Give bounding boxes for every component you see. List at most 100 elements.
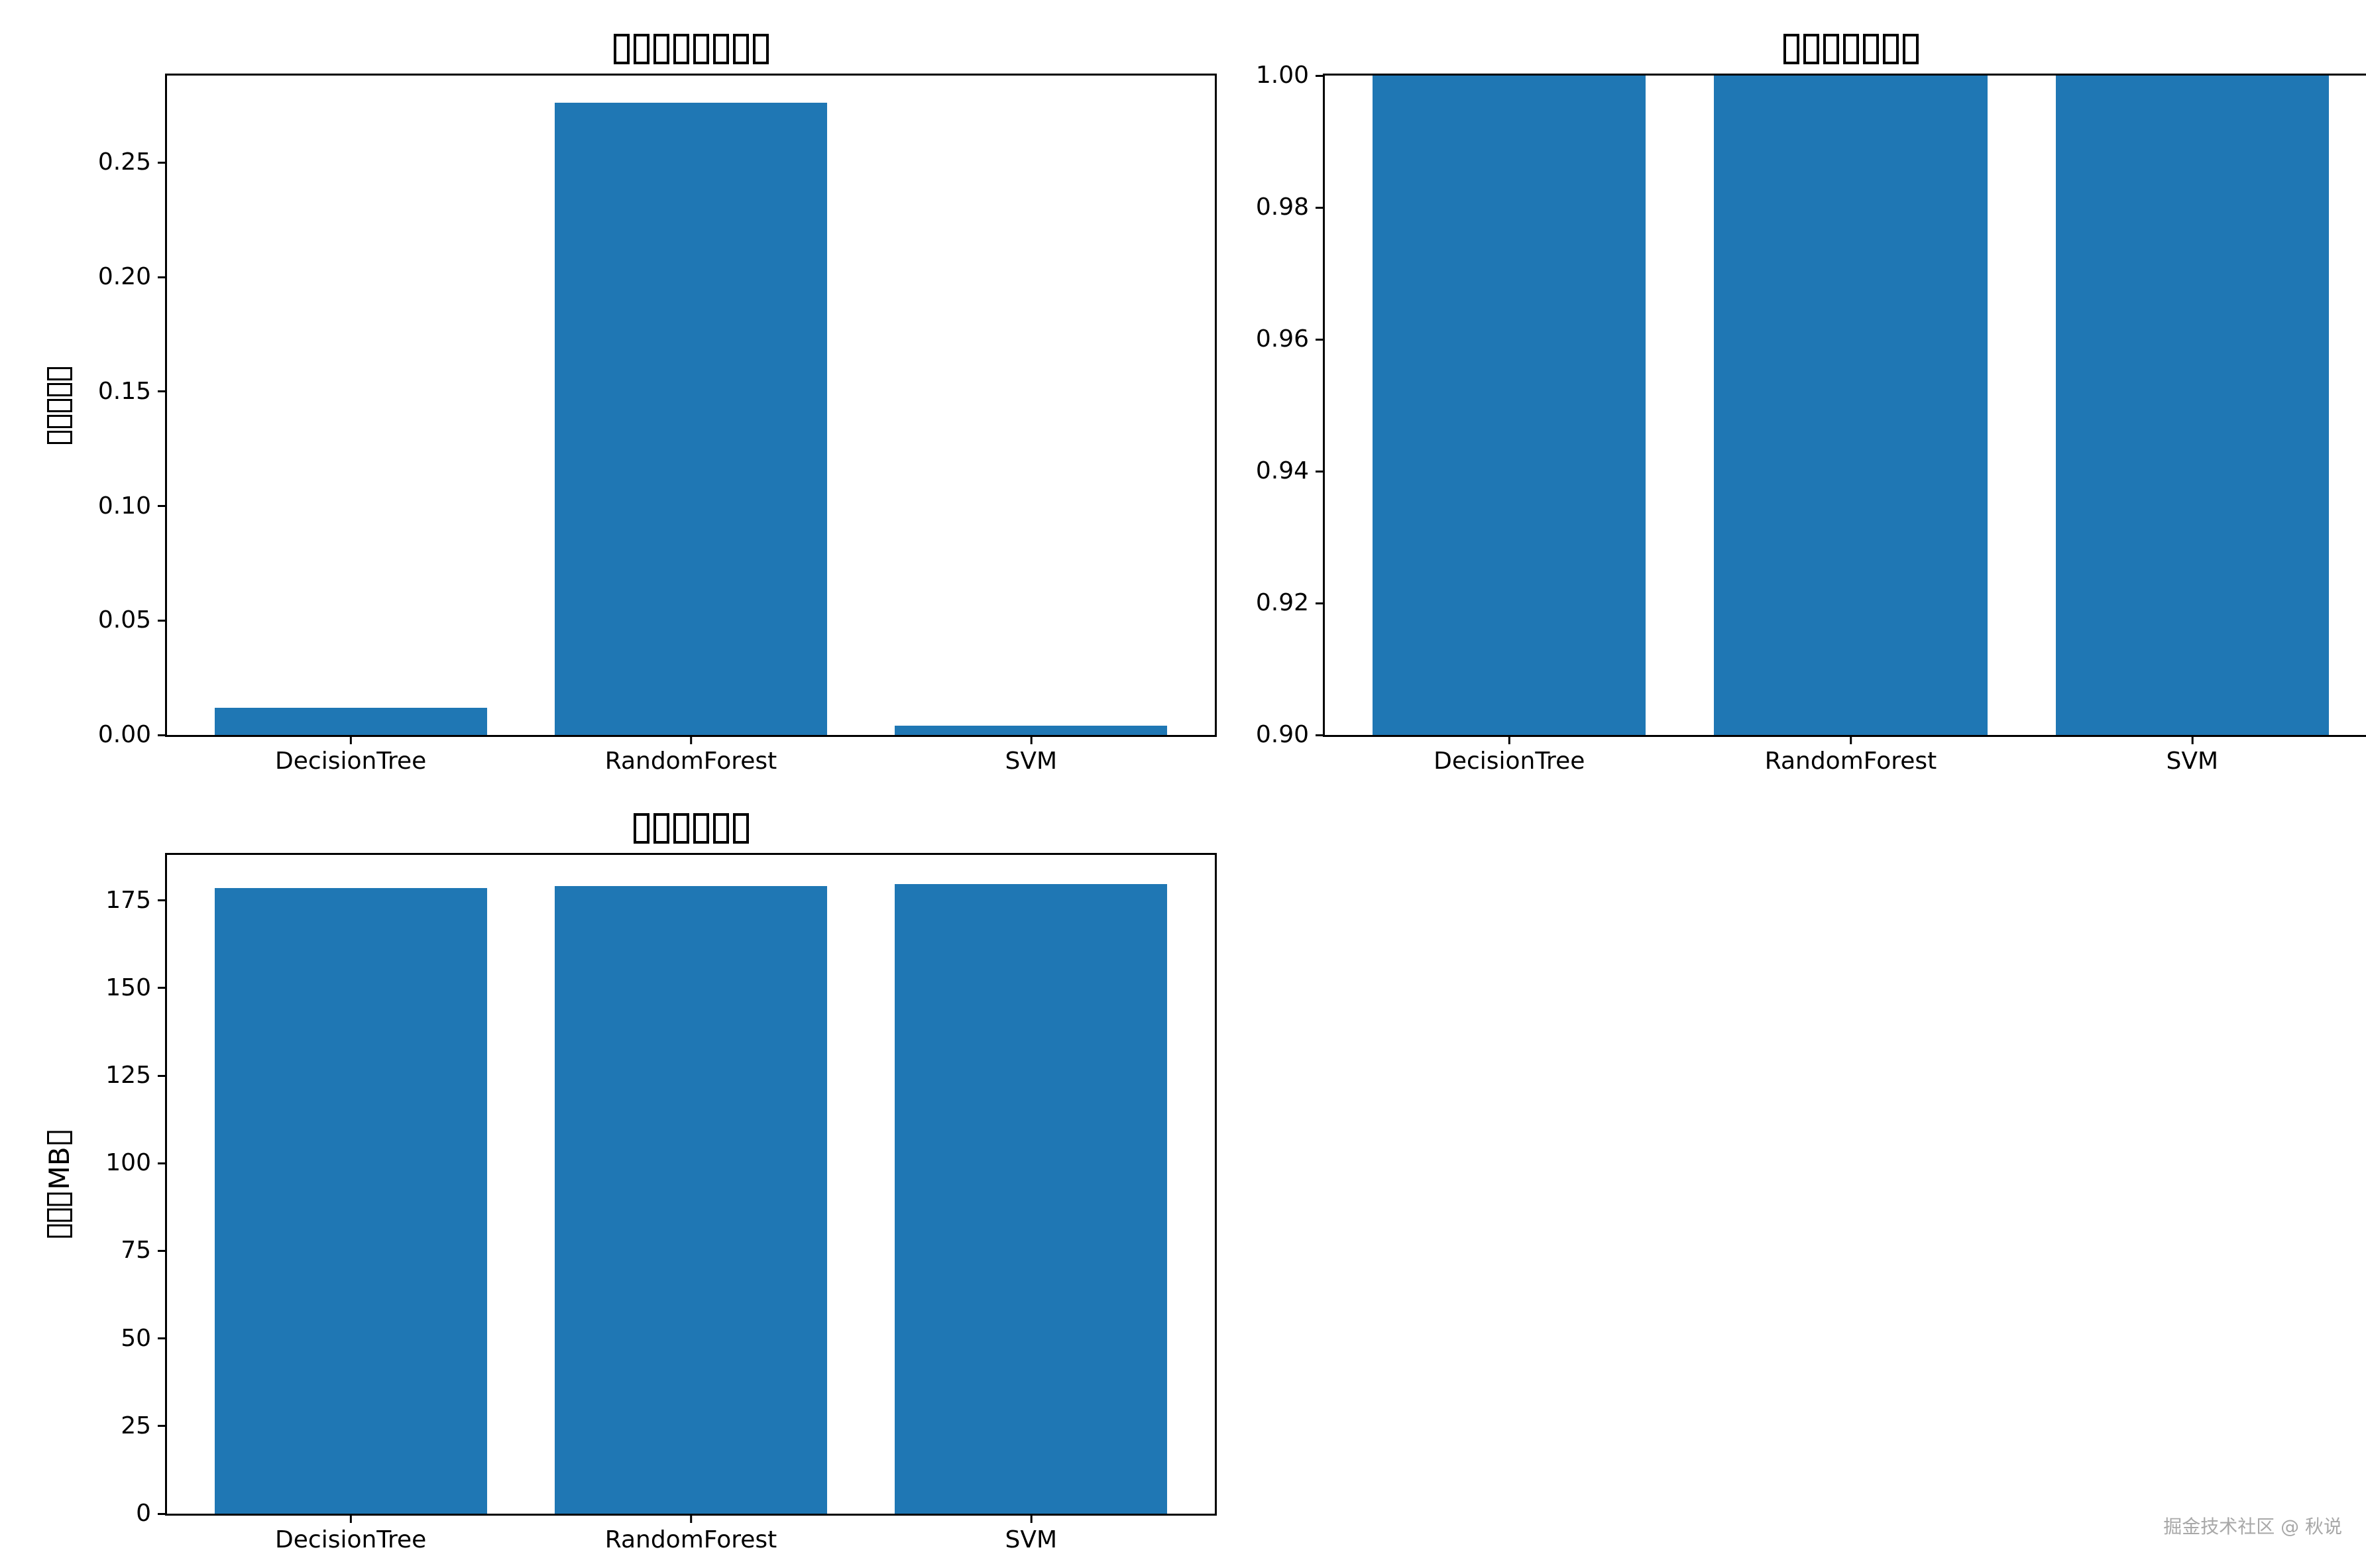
y-tick-label: 0.94 [1255,457,1309,484]
x-tick-mark [1030,735,1033,744]
x-tick-mark [690,735,692,744]
x-tick-mark [1030,1514,1033,1523]
x-tick-mark [1850,735,1852,744]
y-tick-label: 0.00 [97,721,151,748]
plot-area: 0.00 0.05 0.10 0.15 0.20 0.25 DecisionTree Rand… [98,76,1215,773]
y-tick-mark [158,1512,167,1515]
y-tick: 0 [136,1502,167,1526]
missing-glyph-box [47,1224,72,1238]
y-tick-label: 0.05 [97,606,151,634]
chart-memory-usage: MB 0 25 50 75 100 125 150 175 DecisionTree Random… [43,813,1217,1552]
x-tick-label: DecisionTree [275,1526,427,1553]
y-tick-label: 75 [121,1237,151,1264]
x-tick-label: SVM [1005,1526,1058,1553]
y-tick: 0.10 [98,494,167,518]
missing-glyph-box [47,398,72,412]
x-tick: SVM [1005,1514,1058,1553]
y-tick-mark [158,276,167,278]
y-tick-label: 100 [105,1149,151,1177]
x-tick-label: DecisionTree [1434,748,1585,775]
x-tick: DecisionTree [275,735,426,773]
x-tick: SVM [1005,735,1057,773]
y-tick: 0.00 [98,723,167,747]
missing-glyph-box [47,382,72,396]
bar-RandomForest [1714,76,1988,735]
bar-SVM [895,726,1168,735]
x-tick-label: RandomForest [1764,748,1937,775]
missing-glyph-box [732,813,749,844]
y-tick: 0.94 [1256,459,1325,483]
y-axis-label: MB [43,1131,76,1238]
chart-title-tofu [633,813,749,844]
missing-glyph-box [1803,34,1819,64]
bar-SVM [895,884,1168,1514]
y-tick: 0.96 [1256,327,1325,351]
y-tick: 0.25 [98,150,167,174]
missing-glyph-box [752,34,769,64]
y-tick: 125 [105,1064,167,1088]
y-tick-label: 50 [121,1324,151,1352]
missing-glyph-box [1862,34,1879,64]
bar-DecisionTree [1373,76,1646,735]
y-tick-mark [1316,74,1325,77]
y-tick: 175 [105,886,167,914]
missing-glyph-box [47,1192,72,1206]
label-text: MB [43,1147,76,1190]
plot-area: 0 25 50 75 100 125 150 175 DecisionTree RandomFor… [105,855,1215,1552]
y-tick-label: 0.20 [97,263,151,291]
missing-glyph-box [633,813,649,844]
y-tick: 50 [121,1324,167,1352]
x-tick: RandomForest [605,1514,777,1552]
missing-glyph-box [732,34,749,64]
y-tick: 0.15 [97,377,167,405]
missing-glyph-box [673,813,689,844]
missing-glyph-box [653,34,669,64]
x-tick: DecisionTree [1434,735,1585,773]
missing-glyph-box [47,1208,72,1222]
bar-RandomForest [555,103,827,735]
chart-title-tofu [1783,34,1919,64]
y-tick-mark [1316,206,1325,209]
missing-glyph-box [1823,34,1839,64]
y-tick-mark [158,1074,167,1077]
x-tick-mark [2191,735,2194,744]
y-tick-label: 0.25 [97,148,151,176]
missing-glyph-box [673,34,689,64]
x-tick-mark [1508,735,1510,744]
missing-glyph-box [712,34,729,64]
watermark: 掘金技术社区 @ 秋说 [2163,1516,2342,1538]
x-tick-mark [690,1514,692,1523]
y-tick: 0.92 [1256,591,1325,615]
missing-glyph-box [1842,34,1859,64]
missing-glyph-box [1902,34,1919,64]
y-tick: 0.98 [1256,196,1325,219]
y-tick-label: 150 [105,974,151,1001]
missing-glyph-box [47,366,72,380]
chart-title-tofu [613,34,769,64]
y-tick-mark [158,987,167,989]
bar-RandomForest [555,885,827,1514]
missing-glyph-box [633,34,649,64]
plot-area: 0.90 0.92 0.94 0.96 0.98 1.00 DecisionTree Rand… [1256,64,2366,773]
y-tick-label: 0.96 [1255,325,1309,353]
y-tick-label: 175 [105,886,151,914]
x-tick-label: RandomForest [604,1526,777,1553]
y-tick: 100 [105,1151,167,1175]
y-tick-mark [158,390,167,393]
x-tick-mark [349,735,352,744]
chart-accuracy: 0.90 0.92 0.94 0.96 0.98 1.00 DecisionTree Rand… [1256,34,2366,773]
y-tick-mark [158,1425,167,1428]
y-tick-mark [158,1162,167,1164]
x-tick: RandomForest [605,735,777,773]
y-tick-mark [1316,602,1325,604]
y-tick-mark [158,1337,167,1340]
y-tick-label: 0.15 [97,377,151,405]
missing-glyph-box [712,813,729,844]
missing-glyph-box [1882,34,1899,64]
missing-glyph-box [1783,34,1799,64]
y-tick-mark [1316,734,1325,736]
missing-glyph-box [47,430,72,444]
missing-glyph-box [47,1131,72,1145]
bar-DecisionTree [214,707,487,735]
missing-glyph-box [613,34,630,64]
